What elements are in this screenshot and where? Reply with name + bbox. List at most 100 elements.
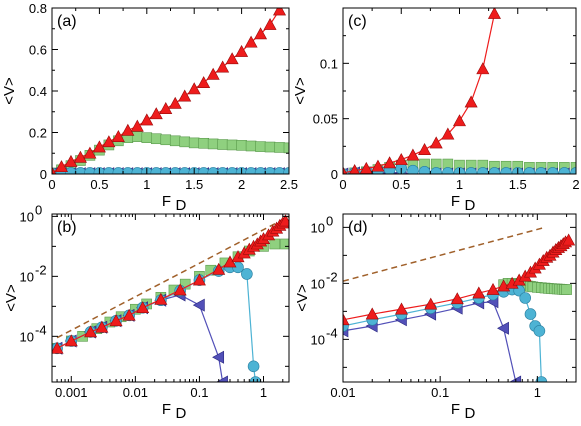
y-tick-label: 10 bbox=[311, 220, 325, 235]
plot-area bbox=[343, 226, 576, 382]
data-point bbox=[430, 167, 442, 174]
y-tick-label: 10 bbox=[311, 332, 325, 347]
data-point bbox=[418, 143, 432, 155]
panel-label: (c) bbox=[348, 13, 367, 30]
data-point bbox=[136, 301, 150, 314]
data-point bbox=[429, 136, 443, 149]
data-point bbox=[254, 27, 268, 40]
data-point bbox=[160, 134, 172, 146]
y-tick-exponent: -4 bbox=[35, 322, 47, 337]
x-tick-label: 0 bbox=[339, 177, 346, 192]
x-tick-label: 1 bbox=[456, 177, 463, 192]
data-point bbox=[241, 268, 253, 280]
data-point bbox=[452, 114, 467, 127]
data-point bbox=[570, 167, 576, 174]
data-point bbox=[343, 166, 348, 174]
data-point bbox=[198, 137, 209, 149]
y-tick-label: 10 bbox=[311, 276, 325, 291]
series-cyan bbox=[52, 261, 262, 382]
data-point bbox=[140, 113, 154, 126]
x-tick-label: 2.5 bbox=[280, 177, 298, 192]
data-point bbox=[407, 164, 419, 174]
plot-area bbox=[52, 214, 289, 382]
series-line bbox=[343, 288, 542, 382]
series-red bbox=[343, 233, 576, 326]
data-point bbox=[274, 142, 285, 153]
data-point bbox=[283, 167, 289, 174]
data-point bbox=[558, 167, 571, 174]
x-axis-label: F bbox=[451, 401, 460, 418]
x-tick-label: 1 bbox=[143, 177, 150, 192]
data-point bbox=[122, 308, 136, 321]
data-point bbox=[192, 273, 206, 286]
data-point bbox=[497, 321, 509, 335]
data-point bbox=[442, 167, 454, 174]
data-point bbox=[450, 292, 464, 305]
data-point bbox=[343, 313, 350, 326]
series-red bbox=[343, 8, 501, 174]
data-point bbox=[359, 161, 373, 174]
panel-label: (d) bbox=[348, 219, 368, 236]
panel-a: 0 0.5 1 1.5 2 2.5 0 0.2 0.4 0.6 0.8 (a) F D <V> bbox=[1, 1, 298, 214]
data-point bbox=[424, 297, 438, 310]
data-point bbox=[244, 35, 258, 48]
x-tick-label: 0.5 bbox=[392, 177, 410, 192]
reference-dashed-line bbox=[56, 215, 289, 339]
y-tick-label: 10 bbox=[20, 269, 34, 284]
data-point bbox=[188, 137, 200, 149]
data-point bbox=[535, 376, 548, 382]
data-point bbox=[394, 302, 409, 315]
y-axis-label: <V> bbox=[3, 284, 20, 312]
x-axis-label: F bbox=[451, 193, 460, 210]
data-point bbox=[546, 167, 559, 174]
data-point bbox=[225, 52, 239, 65]
data-point bbox=[477, 167, 489, 174]
data-point bbox=[215, 375, 228, 382]
data-point bbox=[235, 44, 249, 57]
data-point bbox=[149, 107, 163, 120]
y-tick-label: 0.6 bbox=[29, 43, 47, 58]
x-tick-label: 0.1 bbox=[190, 385, 208, 400]
reference-dashed-line bbox=[343, 226, 546, 282]
x-tick-label: 0.01 bbox=[330, 385, 355, 400]
x-axis-label-subscript: D bbox=[465, 197, 476, 214]
data-point bbox=[179, 136, 191, 148]
data-point bbox=[130, 119, 144, 132]
y-tick-exponent: -2 bbox=[35, 262, 47, 277]
x-tick-label: 1 bbox=[260, 385, 267, 400]
x-tick-label: 0 bbox=[48, 177, 55, 192]
y-tick-label: 10 bbox=[20, 329, 34, 344]
x-tick-label: 0.001 bbox=[55, 385, 88, 400]
data-point bbox=[371, 159, 385, 172]
data-point bbox=[197, 76, 211, 88]
data-point bbox=[365, 307, 379, 320]
y-tick-label: 0.8 bbox=[29, 1, 47, 16]
axes-frame bbox=[51, 213, 290, 383]
panel-c: 0 0.5 1 1.5 2 0 0.05 0.1 (c) F D <V> bbox=[292, 7, 580, 214]
x-tick-label: 1 bbox=[534, 385, 541, 400]
y-tick-label: 0 bbox=[331, 167, 338, 182]
panel-label: (b) bbox=[57, 219, 77, 236]
data-point bbox=[159, 102, 173, 114]
data-point bbox=[84, 325, 98, 338]
series-line bbox=[56, 266, 257, 382]
data-point bbox=[83, 146, 97, 159]
data-point bbox=[487, 8, 501, 19]
data-point bbox=[132, 131, 143, 142]
data-point bbox=[169, 135, 181, 147]
data-point bbox=[217, 139, 228, 150]
axes-frame bbox=[342, 213, 577, 383]
data-point bbox=[212, 350, 225, 364]
data-point bbox=[255, 141, 266, 152]
data-point bbox=[121, 123, 135, 136]
y-tick-exponent: -2 bbox=[326, 269, 338, 284]
y-tick-label: 0.2 bbox=[29, 126, 47, 141]
data-point bbox=[141, 132, 153, 143]
data-point bbox=[226, 139, 238, 151]
data-point bbox=[524, 308, 537, 320]
data-point bbox=[73, 150, 87, 163]
data-point bbox=[249, 376, 262, 382]
data-point bbox=[187, 82, 201, 95]
